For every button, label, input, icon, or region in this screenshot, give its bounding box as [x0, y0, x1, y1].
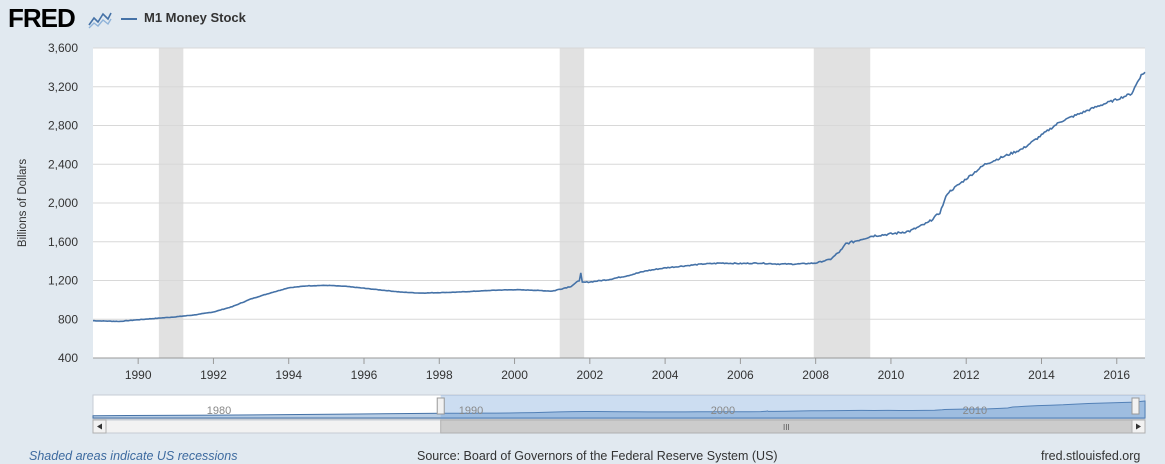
navigator-year-label: 2000	[711, 405, 735, 417]
navigator-handle-right[interactable]	[1131, 397, 1140, 415]
y-axis-label: Billions of Dollars	[17, 159, 29, 247]
y-axis-ticks: 400 800 1,200 1,600 2,000 2,400 2,800 3,200 3,60…	[48, 41, 78, 365]
scrollbar-grip: III	[783, 423, 790, 432]
x-tick-label: 1994	[275, 368, 302, 382]
x-tick-label: 2014	[1028, 368, 1055, 382]
navigator-series-area	[92, 400, 1146, 419]
x-tick-label: 2004	[652, 368, 679, 382]
y-tick-label: 3,600	[48, 41, 78, 55]
y-tick-label: 2,800	[48, 119, 78, 133]
series-line-m1-money-stock[interactable]	[93, 71, 1146, 323]
navigator[interactable]: 1980 1990 2000 2010 III	[92, 394, 1146, 434]
x-tick-label: 2006	[727, 368, 754, 382]
x-tick-label: 2000	[501, 368, 528, 382]
legend-line-swatch	[121, 18, 137, 20]
x-tick-label: 2012	[953, 368, 980, 382]
navigator-year-label: 2010	[963, 405, 987, 417]
y-tick-label: 400	[58, 351, 78, 365]
y-tick-label: 2,400	[48, 157, 78, 171]
x-tick-label: 2016	[1103, 368, 1130, 382]
y-tick-label: 2,000	[48, 196, 78, 210]
site-link[interactable]: fred.stlouisfed.org	[1041, 449, 1141, 463]
source-note[interactable]: Source: Board of Governors of the Federa…	[417, 449, 778, 463]
fred-graph-icon	[88, 9, 112, 29]
navigator-year-label: 1980	[207, 405, 231, 417]
navigator-selected-range[interactable]	[440, 395, 1146, 419]
fred-logo[interactable]: FRED	[8, 3, 76, 33]
x-tick-label: 1992	[200, 368, 227, 382]
chart-header: FRED M1 Money Stock	[0, 0, 1165, 40]
x-tick-label: 2008	[802, 368, 829, 382]
y-tick-label: 3,200	[48, 80, 78, 94]
x-tick-label: 2002	[576, 368, 603, 382]
y-tick-label: 800	[58, 312, 78, 326]
x-tick-label: 1996	[351, 368, 378, 382]
navigator-handle-left[interactable]	[436, 397, 445, 415]
m1-money-stock-chart[interactable]: 400 800 1,200 1,600 2,000 2,400 2,800 3,200 3,60…	[0, 0, 1165, 440]
y-tick-label: 1,600	[48, 235, 78, 249]
x-tick-label: 2010	[878, 368, 905, 382]
navigator-year-label: 1990	[459, 405, 483, 417]
x-tick-label: 1990	[125, 368, 152, 382]
navigator-year-labels: 1980 1990 2000 2010	[207, 405, 987, 417]
grid-lines	[93, 47, 1145, 320]
x-tick-label: 1998	[426, 368, 453, 382]
chevron-left-icon	[97, 423, 102, 430]
recession-note: Shaded areas indicate US recessions	[29, 449, 238, 463]
chevron-right-icon	[1136, 423, 1141, 430]
x-axis-ticks: 1990 1992 1994 1996 1998 2000 2002 2004 2006 2008…	[125, 358, 1130, 382]
legend-series-label[interactable]: M1 Money Stock	[144, 10, 246, 25]
y-tick-label: 1,200	[48, 274, 78, 288]
